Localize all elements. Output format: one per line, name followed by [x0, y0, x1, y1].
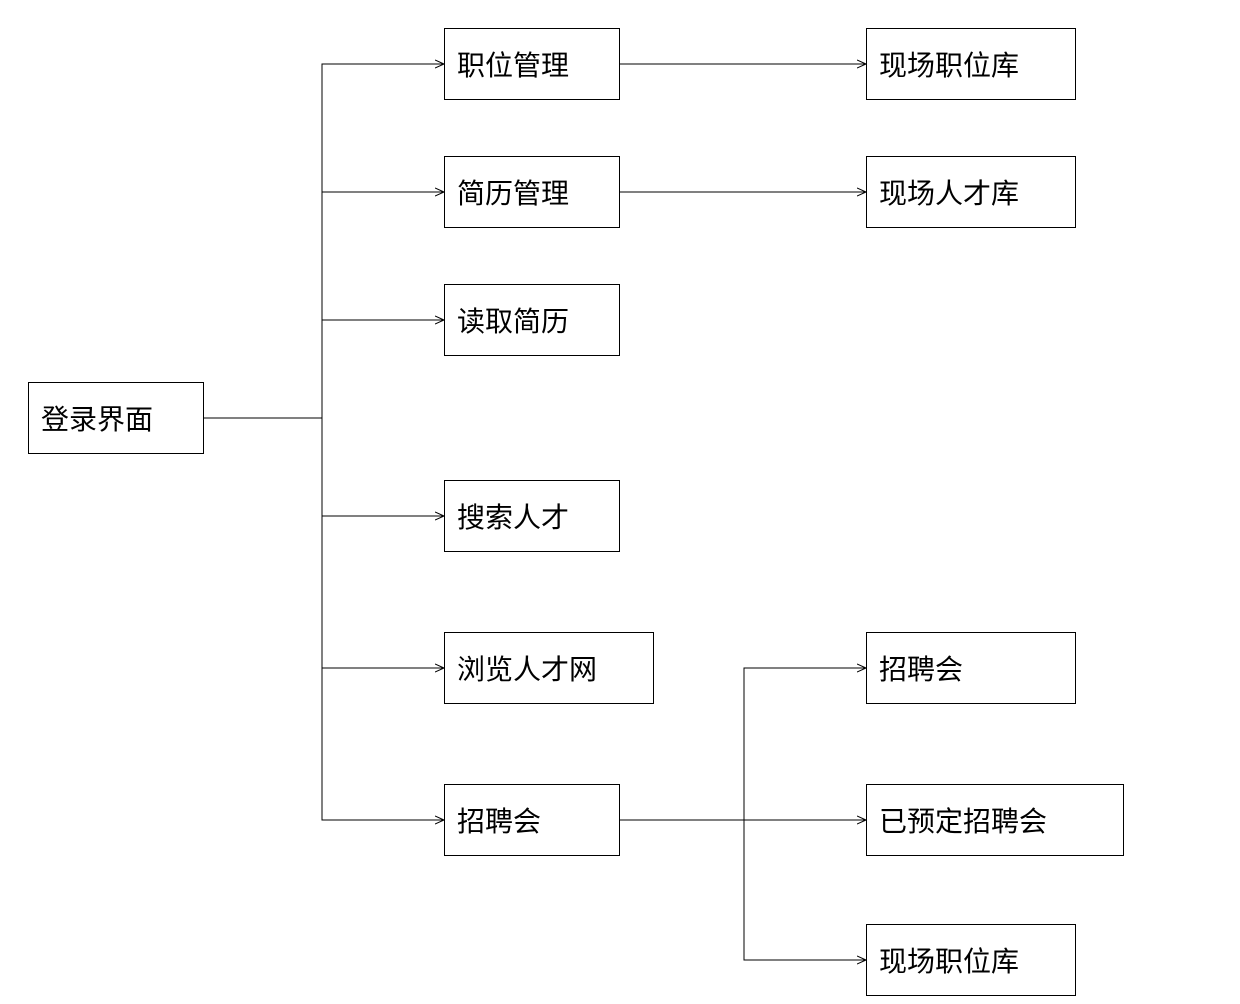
node-label: 招聘会: [457, 800, 541, 840]
node-c1: 职位管理: [444, 28, 620, 100]
node-g1: 现场职位库: [866, 28, 1076, 100]
node-c4: 搜索人才: [444, 480, 620, 552]
edge-c6-g3: [620, 668, 866, 820]
edge-c6-g5: [620, 820, 866, 960]
edge-root-c2: [204, 192, 444, 418]
node-c5: 浏览人才网: [444, 632, 654, 704]
edge-root-c4: [204, 418, 444, 516]
edge-root-c6: [204, 418, 444, 820]
node-g3: 招聘会: [866, 632, 1076, 704]
edge-root-c5: [204, 418, 444, 668]
edge-root-c3: [204, 320, 444, 418]
node-label: 已预定招聘会: [879, 800, 1047, 840]
node-c3: 读取简历: [444, 284, 620, 356]
edge-root-c1: [204, 64, 444, 418]
node-root: 登录界面: [28, 382, 204, 454]
node-g5: 现场职位库: [866, 924, 1076, 996]
node-c2: 简历管理: [444, 156, 620, 228]
node-c6: 招聘会: [444, 784, 620, 856]
node-label: 登录界面: [41, 398, 153, 438]
node-label: 简历管理: [457, 172, 569, 212]
node-g4: 已预定招聘会: [866, 784, 1124, 856]
node-label: 招聘会: [879, 648, 963, 688]
node-label: 读取简历: [457, 300, 569, 340]
node-label: 现场职位库: [879, 940, 1019, 980]
node-label: 浏览人才网: [457, 648, 597, 688]
node-label: 现场职位库: [879, 44, 1019, 84]
node-g2: 现场人才库: [866, 156, 1076, 228]
node-label: 现场人才库: [879, 172, 1019, 212]
node-label: 搜索人才: [457, 496, 569, 536]
node-label: 职位管理: [457, 44, 569, 84]
